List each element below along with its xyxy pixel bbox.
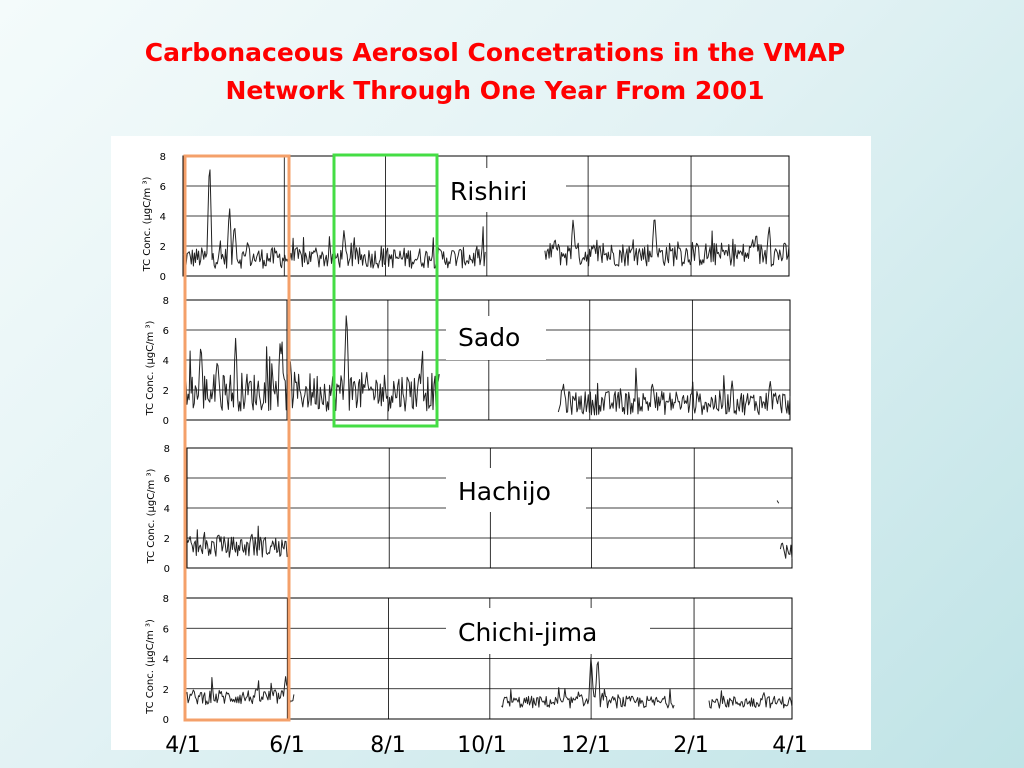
page-title: Carbonaceous Aerosol Concetrations in th… xyxy=(0,34,990,110)
y-tick-label: 8 xyxy=(164,444,170,455)
x-tick-label: 6/1 xyxy=(269,733,304,758)
station-label-backdrop xyxy=(446,468,586,512)
y-tick-label: 6 xyxy=(163,326,169,337)
y-tick-label: 2 xyxy=(163,685,169,696)
station-label-rishiri: Rishiri xyxy=(450,177,527,206)
station-label-backdrop xyxy=(446,316,546,360)
x-tick-label: 10/1 xyxy=(457,733,506,758)
y-tick-label: 0 xyxy=(163,715,169,726)
station-label-backdrop xyxy=(438,168,566,212)
y-axis-label: TC Conc. (μgC/m ³) xyxy=(146,469,157,565)
station-label-backdrop xyxy=(446,608,650,654)
series-line-chichi-jima xyxy=(185,676,295,706)
station-label-chichi-jima: Chichi-jima xyxy=(458,618,597,647)
series-line-sado xyxy=(557,367,791,416)
y-tick-label: 4 xyxy=(163,655,169,666)
y-tick-label: 2 xyxy=(164,534,170,545)
station-label-hachijo: Hachijo xyxy=(458,477,551,506)
x-tick-label: 4/1 xyxy=(165,733,200,758)
y-tick-label: 0 xyxy=(163,416,169,427)
title-line-1: Carbonaceous Aerosol Concetrations in th… xyxy=(144,38,846,67)
series-line-chichi-jima xyxy=(708,690,793,709)
y-tick-label: 0 xyxy=(164,564,170,575)
y-tick-label: 4 xyxy=(164,504,170,515)
y-tick-label: 8 xyxy=(163,594,169,605)
title-line-2: Network Through One Year From 2001 xyxy=(225,76,765,105)
y-tick-label: 2 xyxy=(163,386,169,397)
x-tick-label: 4/1 xyxy=(772,733,807,758)
y-tick-label: 6 xyxy=(163,624,169,635)
y-axis-label: TC Conc. (μgC/m ³) xyxy=(145,321,156,417)
y-axis-label: TC Conc. (μgC/m ³) xyxy=(145,619,156,715)
series-line-rishiri xyxy=(544,219,790,267)
series-line-hachijo xyxy=(186,525,289,558)
x-tick-label: 12/1 xyxy=(561,733,610,758)
y-axis-label: TC Conc. (μgC/m ³) xyxy=(142,177,153,273)
y-tick-label: 0 xyxy=(160,272,166,283)
highlight-box-green xyxy=(332,153,439,428)
x-tick-label: 2/1 xyxy=(673,733,708,758)
y-tick-label: 8 xyxy=(160,152,166,163)
y-tick-label: 4 xyxy=(160,212,166,223)
series-line-sado xyxy=(185,315,440,412)
y-tick-label: 4 xyxy=(163,356,169,367)
x-tick-label: 8/1 xyxy=(370,733,405,758)
y-tick-label: 8 xyxy=(163,296,169,307)
series-line-hachijo xyxy=(779,542,793,559)
y-tick-label: 6 xyxy=(160,182,166,193)
y-tick-label: 6 xyxy=(164,474,170,485)
series-line-hachijo xyxy=(776,500,780,504)
highlight-box-orange xyxy=(183,154,291,722)
y-tick-label: 2 xyxy=(160,242,166,253)
series-line-chichi-jima xyxy=(501,657,675,709)
station-label-sado: Sado xyxy=(458,323,520,352)
